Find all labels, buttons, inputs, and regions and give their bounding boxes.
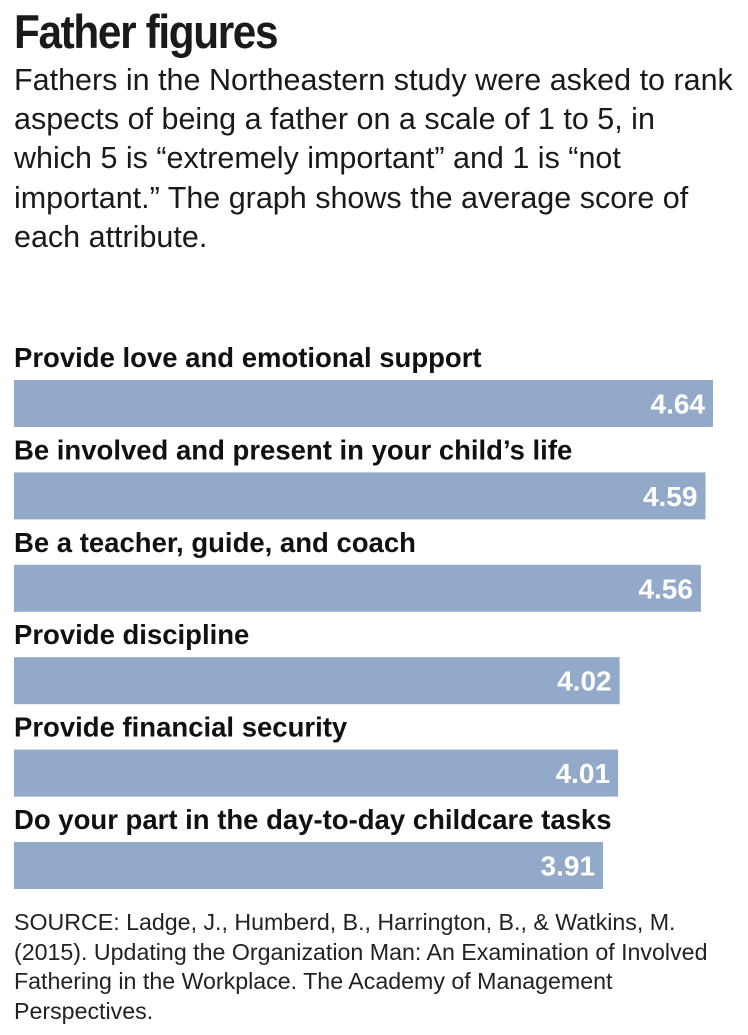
bar — [14, 564, 701, 612]
value-label: 4.59 — [643, 481, 698, 512]
value-label: 4.02 — [557, 666, 612, 697]
category-label: Do your part in the day-to-day childcare… — [14, 804, 612, 835]
source-note: SOURCE: Ladge, J., Humberd, B., Harringt… — [14, 909, 708, 1024]
bar — [14, 472, 706, 520]
bar-row: Provide discipline 4.02 — [14, 619, 620, 705]
category-label: Be involved and present in your child’s … — [14, 434, 572, 465]
bar — [14, 842, 604, 889]
bar-row: Provide financial security 4.01 — [14, 712, 619, 797]
bar — [14, 380, 713, 427]
bar-row: Be a teacher, guide, and coach 4.56 — [14, 527, 701, 612]
category-label: Provide discipline — [14, 619, 249, 650]
value-label: 4.56 — [638, 573, 693, 604]
category-label: Provide financial security — [14, 712, 348, 743]
value-label: 3.91 — [541, 851, 596, 882]
value-label: 4.01 — [556, 758, 611, 789]
chart-title: Father figures — [14, 5, 279, 58]
bar — [14, 657, 620, 705]
bar — [14, 749, 619, 797]
category-label: Be a teacher, guide, and coach — [14, 527, 416, 558]
category-label: Provide love and emotional support — [14, 342, 482, 373]
bar-row: Do your part in the day-to-day childcare… — [14, 804, 612, 889]
bar-chart: Provide love and emotional support 4.64 Be… — [14, 342, 713, 889]
chart-description: Fathers in the Northeastern study were a… — [14, 63, 733, 254]
bar-row: Be involved and present in your child’s … — [14, 434, 706, 520]
value-label: 4.64 — [651, 389, 706, 420]
bar-row: Provide love and emotional support 4.64 — [14, 342, 713, 427]
